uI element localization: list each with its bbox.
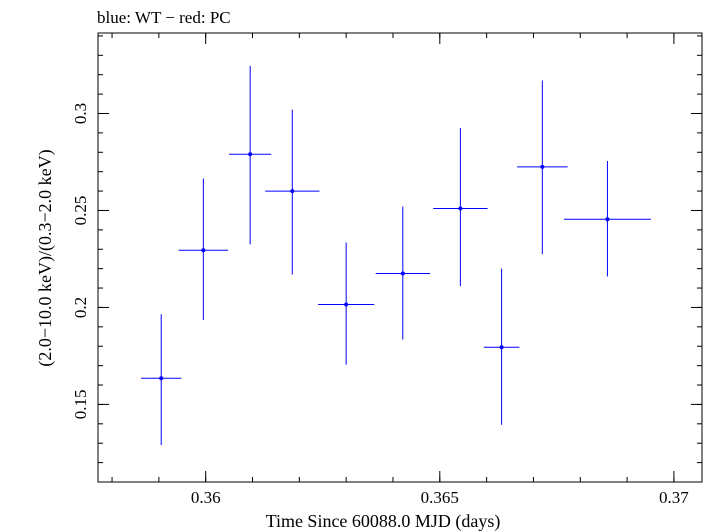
plot-frame xyxy=(97,32,703,483)
y-tick-label: 0.2 xyxy=(71,297,90,318)
x-tick-label: 0.36 xyxy=(191,488,221,507)
major-ticks xyxy=(98,33,702,482)
chart-title: blue: WT − red: PC xyxy=(97,8,231,27)
data-point xyxy=(400,271,405,276)
data-point xyxy=(248,152,253,157)
y-tick-label: 0.15 xyxy=(71,390,90,420)
data-point xyxy=(499,345,504,350)
data-point xyxy=(201,248,206,253)
x-tick-label: 0.37 xyxy=(659,488,689,507)
data-point xyxy=(540,164,545,169)
data-point xyxy=(290,189,295,194)
y-tick-label: 0.25 xyxy=(71,196,90,226)
data-points xyxy=(141,65,651,446)
minor-ticks xyxy=(98,33,702,483)
y-axis-label: (2.0−10.0 keV)/(0.3−2.0 keV) xyxy=(35,149,56,366)
y-tick-label: 0.3 xyxy=(71,103,90,124)
x-tick-label: 0.365 xyxy=(421,488,459,507)
data-point xyxy=(159,376,164,381)
data-point xyxy=(605,217,610,222)
data-point xyxy=(344,302,349,307)
tick-labels: 0.36 0.365 0.37 0.15 0.2 0.25 0.3 xyxy=(71,103,689,507)
data-point xyxy=(458,206,463,211)
x-axis-label: Time Since 60088.0 MJD (days) xyxy=(266,511,501,532)
